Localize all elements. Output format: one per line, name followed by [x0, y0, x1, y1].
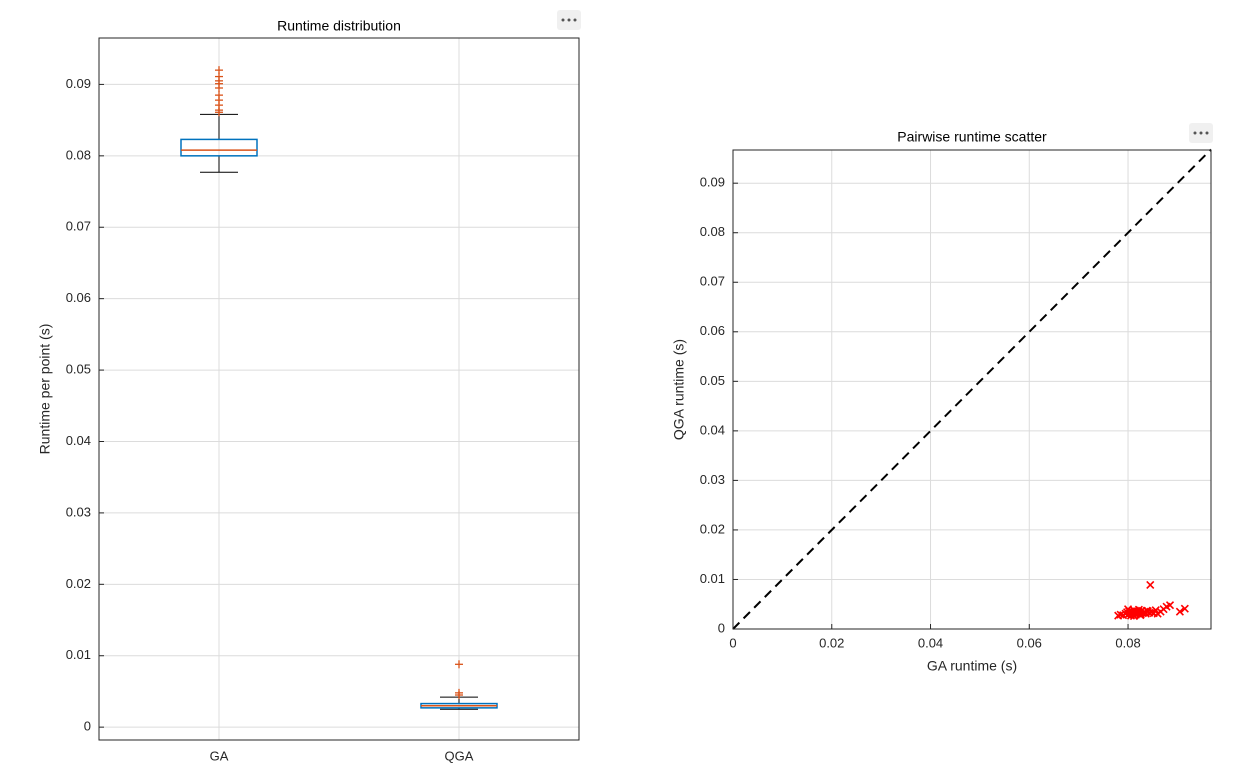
scatter-point: [1142, 606, 1151, 615]
axes-menu[interactable]: [557, 10, 581, 30]
x-tick-label: 0.06: [1017, 635, 1042, 650]
scatter-point: [1146, 580, 1155, 589]
marker-stroke: [1151, 606, 1160, 615]
x-tick-label: 0.02: [819, 635, 844, 650]
scatter-point: [1180, 604, 1189, 613]
x-tick-label: QGA: [445, 748, 474, 763]
marker-stroke: [1175, 607, 1184, 616]
y-tick-label: 0: [718, 620, 725, 635]
y-tick-label: 0.01: [66, 647, 91, 662]
marker-stroke: [1116, 610, 1125, 619]
x-tick-label: 0.08: [1115, 635, 1140, 650]
scatter-point: [1129, 612, 1139, 621]
y-tick-label: 0: [84, 719, 91, 734]
scatter-point: [1175, 607, 1184, 616]
box: [180, 138, 258, 157]
marker-stroke: [1180, 604, 1189, 613]
y-tick-label: 0.05: [700, 373, 725, 388]
y-tick-label: 0.04: [700, 422, 725, 437]
marker-stroke: [1165, 601, 1175, 610]
marker-stroke: [1123, 605, 1133, 614]
outlier: [455, 660, 463, 669]
y-tick-label: 0.09: [700, 175, 725, 190]
outlier: [215, 66, 223, 75]
y-tick-label: 0.08: [66, 147, 91, 162]
scatter-point: [1116, 610, 1125, 619]
y-tick-label: 0.01: [700, 571, 725, 586]
axes-menu[interactable]: [1189, 123, 1213, 143]
x-tick-label: 0.04: [918, 635, 943, 650]
y-tick-label: 0.03: [700, 472, 725, 487]
y-axis-label: QGA runtime (s): [671, 339, 687, 440]
y-tick-label: 0.02: [66, 576, 91, 591]
marker-stroke: [1129, 612, 1139, 621]
y-tick-label: 0.06: [66, 290, 91, 305]
y-tick-label: 0.09: [66, 76, 91, 91]
marker-stroke: [1136, 611, 1145, 620]
chart-title: Runtime distribution: [277, 18, 401, 34]
y-tick-label: 0.08: [700, 224, 725, 239]
axes-frame: [98, 37, 580, 741]
y-tick-label: 0.03: [66, 504, 91, 519]
y-tick-label: 0.02: [700, 521, 725, 536]
marker-stroke: [1146, 580, 1155, 589]
reference-line: [732, 148, 1212, 630]
y-axis-label: Runtime per point (s): [37, 324, 53, 455]
x-axis-label: GA runtime (s): [927, 658, 1017, 674]
outlier: [215, 91, 223, 100]
y-tick-label: 0.04: [66, 433, 91, 448]
chart-title: Pairwise runtime scatter: [897, 129, 1047, 145]
scatter-point: [1136, 611, 1145, 620]
y-tick-label: 0.05: [66, 362, 91, 377]
scatter-point: [1114, 611, 1123, 620]
scatter-point: [1123, 605, 1133, 614]
marker-stroke: [1142, 606, 1151, 615]
y-tick-label: 0.07: [700, 274, 725, 289]
scatter-point: [1165, 601, 1175, 610]
marker-stroke: [1114, 611, 1123, 620]
y-tick-label: 0.07: [66, 219, 91, 234]
outlier: [455, 688, 463, 697]
axes-frame: [732, 149, 1212, 630]
x-tick-label: 0: [729, 635, 736, 650]
x-tick-label: GA: [210, 748, 229, 763]
y-tick-label: 0.06: [700, 323, 725, 338]
